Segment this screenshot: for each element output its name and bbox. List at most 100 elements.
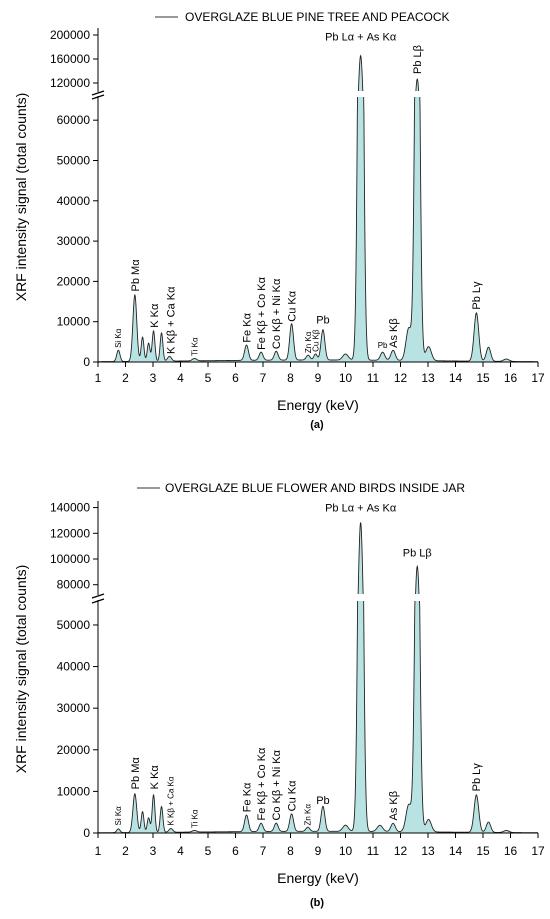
- peak-label: Pb Lγ: [471, 281, 483, 310]
- peak-label: Fe Kβ + Co Kα: [256, 747, 268, 821]
- y-tick-label: 20000: [57, 743, 91, 757]
- x-tick-label: 9: [315, 371, 322, 385]
- peak-label: Ti Kα: [190, 337, 199, 356]
- peak-label: Pb Lγ: [471, 763, 483, 792]
- x-tick-label: 13: [421, 844, 435, 858]
- x-tick-label: 16: [504, 371, 518, 385]
- y-tick-label: 160000: [50, 52, 90, 66]
- peak-label: Zn Kα: [304, 804, 313, 826]
- peak-label: Si Kα: [114, 806, 123, 826]
- x-tick-label: 14: [449, 371, 463, 385]
- x-tick-label: 4: [177, 371, 184, 385]
- axis-break-mark: [91, 593, 105, 599]
- y-tick-label: 0: [83, 826, 90, 840]
- y-tick-label: 40000: [57, 194, 91, 208]
- axis-break-gap: [99, 91, 537, 97]
- x-tick-label: 2: [122, 371, 129, 385]
- peak-label: Zn Kα: [304, 331, 313, 353]
- x-tick-label: 17: [531, 371, 545, 385]
- peak-label: K Kα: [149, 765, 161, 790]
- y-tick-label: 120000: [50, 76, 90, 90]
- y-tick-label: 50000: [57, 153, 91, 167]
- peak-label: K Kβ + Ca Kα: [167, 776, 176, 825]
- x-tick-label: 5: [205, 844, 212, 858]
- axis-break-mark: [91, 94, 105, 100]
- panel-caption: (a): [310, 419, 324, 431]
- legend-label: OVERGLAZE BLUE PINE TREE AND PEACOCK: [185, 10, 450, 24]
- y-tick-label: 40000: [57, 660, 91, 674]
- x-tick-label: 4: [177, 844, 184, 858]
- y-tick-label: 120000: [50, 526, 90, 540]
- y-tick-label: 20000: [57, 274, 91, 288]
- peak-label: Pb Lβ: [412, 45, 424, 74]
- x-tick-label: 8: [287, 371, 294, 385]
- peak-label: As Kβ: [388, 791, 400, 821]
- peak-label: Pb Mα: [130, 757, 142, 790]
- peak-label: Si Kα: [114, 328, 123, 348]
- peak-label: Co Kβ + Ni Kα: [271, 749, 283, 820]
- y-axis-title: XRF intensity signal (total counts): [13, 565, 29, 774]
- legend-label: OVERGLAZE BLUE FLOWER AND BIRDS INSIDE J…: [165, 481, 465, 495]
- panel-b: OVERGLAZE BLUE FLOWER AND BIRDS INSIDE J…: [13, 481, 545, 909]
- peak-label: Pb Lβ: [403, 547, 432, 559]
- peak-label: Pb: [316, 315, 329, 327]
- peak-label: K Kβ + Ca Kα: [166, 286, 178, 354]
- x-tick-label: 10: [339, 371, 353, 385]
- x-tick-label: 5: [205, 371, 212, 385]
- panel-caption: (b): [310, 897, 324, 909]
- y-tick-label: 200000: [50, 28, 90, 42]
- y-tick-label: 80000: [57, 578, 91, 592]
- x-tick-label: 13: [421, 371, 435, 385]
- axis-break-gap: [99, 594, 537, 601]
- x-tick-label: 12: [394, 844, 408, 858]
- x-axis-title: Energy (keV): [277, 397, 359, 413]
- peak-label: Pb Mα: [130, 259, 142, 292]
- peak-label: Pb Lα + As Kα: [325, 31, 397, 43]
- x-tick-label: 11: [367, 844, 380, 858]
- x-tick-label: 14: [449, 844, 463, 858]
- peak-label: Cu Kβ: [311, 329, 320, 352]
- peak-label: Fe Kα: [241, 312, 253, 342]
- y-tick-label: 30000: [57, 234, 91, 248]
- peak-label: Pb: [378, 341, 388, 350]
- spectrum-line: [98, 522, 538, 834]
- x-tick-label: 11: [367, 371, 380, 385]
- y-tick-label: 60000: [57, 113, 91, 127]
- peak-label: Cu Kα: [286, 290, 298, 321]
- x-tick-label: 1: [95, 371, 102, 385]
- x-tick-label: 15: [476, 371, 490, 385]
- y-tick-label: 10000: [57, 315, 91, 329]
- x-tick-label: 9: [315, 844, 322, 858]
- peak-label: Ti Kα: [190, 809, 199, 828]
- axis-break-mark: [91, 598, 105, 604]
- x-tick-label: 15: [476, 844, 490, 858]
- y-tick-label: 30000: [57, 701, 91, 715]
- y-tick-label: 140000: [50, 501, 90, 515]
- y-tick-label: 0: [83, 355, 90, 369]
- spectrum-line: [98, 54, 538, 363]
- x-tick-label: 10: [339, 844, 353, 858]
- x-tick-label: 7: [260, 371, 267, 385]
- x-tick-label: 7: [260, 844, 267, 858]
- peak-label: Fe Kβ + Co Kα: [256, 276, 268, 350]
- x-tick-label: 6: [232, 844, 239, 858]
- x-tick-label: 12: [394, 371, 408, 385]
- peak-label: Cu Kα: [286, 780, 298, 811]
- x-tick-label: 2: [122, 844, 129, 858]
- peak-label: Pb: [316, 795, 329, 807]
- peak-label: As Kβ: [388, 318, 400, 348]
- y-tick-label: 50000: [57, 618, 91, 632]
- x-tick-label: 8: [287, 844, 294, 858]
- peak-label: K Kα: [149, 303, 161, 328]
- x-tick-label: 3: [150, 371, 157, 385]
- x-tick-label: 3: [150, 844, 157, 858]
- y-tick-label: 100000: [50, 552, 90, 566]
- x-tick-label: 1: [95, 844, 102, 858]
- x-axis-title: Energy (keV): [277, 870, 359, 886]
- x-tick-label: 17: [531, 844, 545, 858]
- axis-break-mark: [91, 90, 105, 96]
- x-tick-label: 6: [232, 371, 239, 385]
- y-axis-title: XRF intensity signal (total counts): [13, 93, 29, 302]
